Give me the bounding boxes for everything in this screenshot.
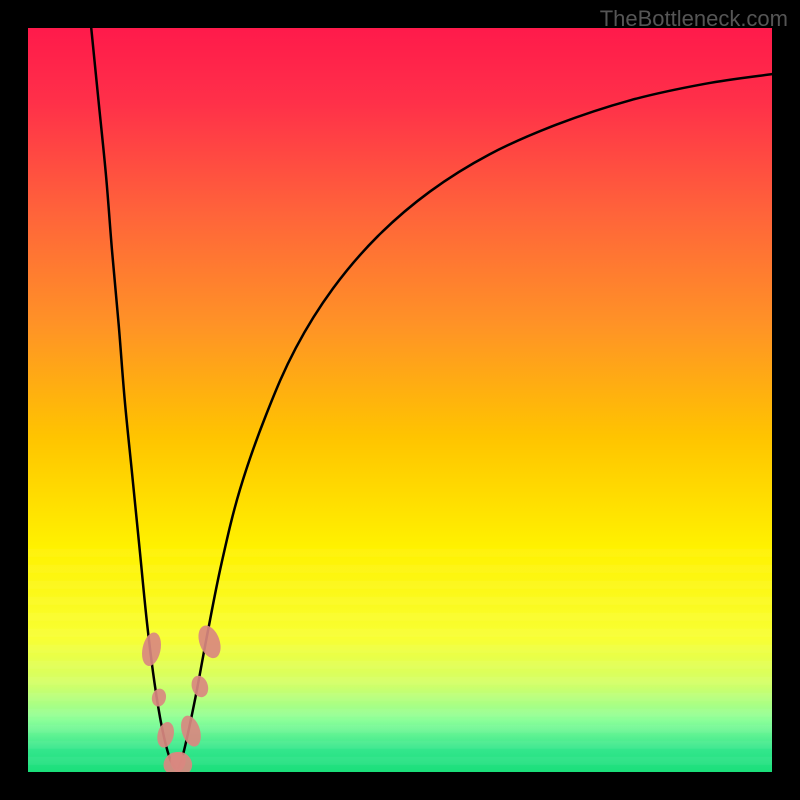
chart-gradient-background	[28, 28, 772, 772]
watermark-text: TheBottleneck.com	[600, 6, 788, 32]
bottleneck-chart	[0, 0, 800, 800]
chart-container: TheBottleneck.com	[0, 0, 800, 800]
